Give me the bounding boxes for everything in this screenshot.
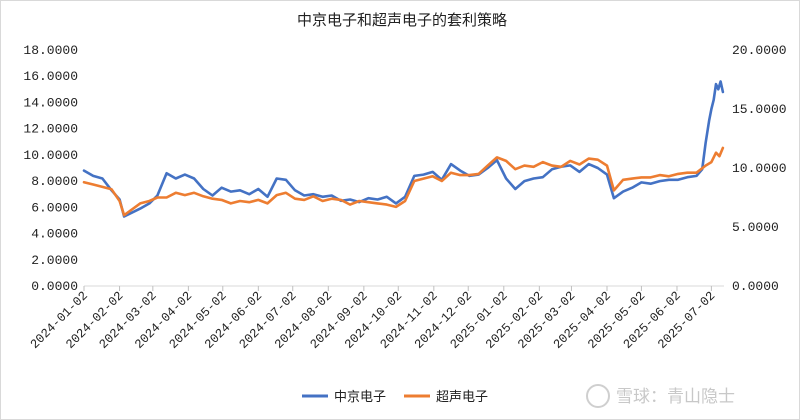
chart-title: 中京电子和超声电子的套利策略 bbox=[297, 11, 507, 29]
watermark: 雪球：青山隐士 bbox=[586, 384, 735, 408]
series-layer bbox=[82, 80, 725, 218]
left-tick-label: 12.0000 bbox=[23, 122, 78, 137]
watermark-text: 雪球：青山隐士 bbox=[616, 387, 735, 407]
right-tick-label: 15.0000 bbox=[732, 102, 787, 117]
left-tick-label: 16.0000 bbox=[23, 69, 78, 84]
legend[interactable]: 中京电子 超声电子 bbox=[302, 390, 488, 405]
left-tick-label: 18.0000 bbox=[23, 43, 78, 58]
right-tick-label: 5.0000 bbox=[732, 220, 779, 235]
series-line-1[interactable] bbox=[82, 80, 725, 218]
x-axis: 2024-01-022024-02-022024-03-022024-04-02… bbox=[28, 285, 724, 352]
left-tick-label: 6.0000 bbox=[31, 200, 78, 215]
left-tick-label: 0.0000 bbox=[31, 279, 78, 294]
left-tick-label: 2.0000 bbox=[31, 253, 78, 268]
left-tick-label: 4.0000 bbox=[31, 227, 78, 242]
right-tick-label: 20.0000 bbox=[732, 43, 787, 58]
left-tick-label: 14.0000 bbox=[23, 95, 78, 110]
right-tick-label: 10.0000 bbox=[732, 161, 787, 176]
legend-label: 超声电子 bbox=[436, 390, 488, 405]
left-tick-label: 8.0000 bbox=[31, 174, 78, 189]
series-line-2[interactable] bbox=[82, 146, 725, 217]
right-tick-label: 0.0000 bbox=[732, 279, 779, 294]
right-y-axis: 0.0000 5.0000 10.0000 15.0000 20.0000 bbox=[732, 43, 787, 294]
legend-label: 中京电子 bbox=[334, 390, 386, 405]
snowball-logo-icon bbox=[586, 384, 610, 408]
left-y-axis: 0.0000 2.0000 4.0000 6.0000 8.0000 10.0000 12.… bbox=[23, 43, 78, 294]
left-tick-label: 10.0000 bbox=[23, 148, 78, 163]
